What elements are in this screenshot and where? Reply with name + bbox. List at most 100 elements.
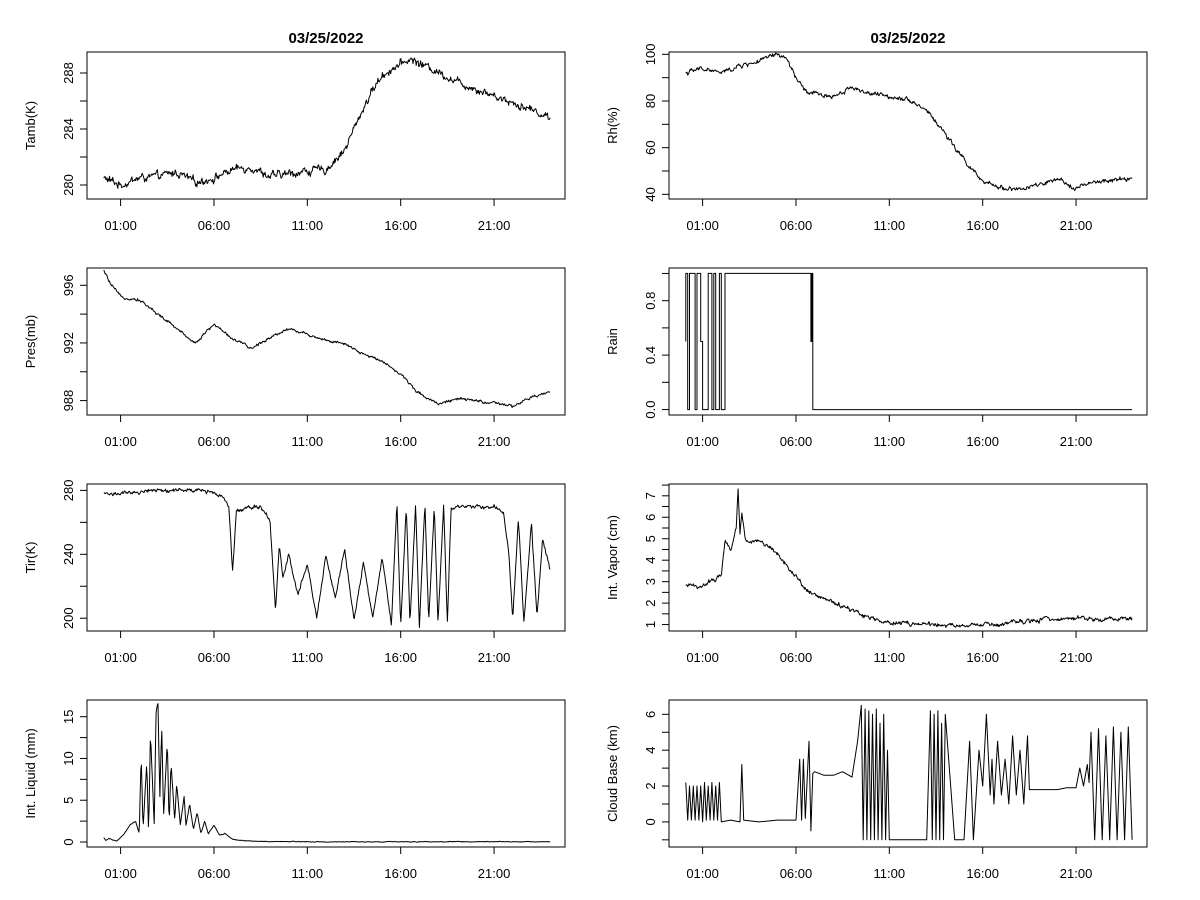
panel-2: Pres(mb) 01:00 06:00 11:00 16:00 21:00 988 992 9… bbox=[23, 267, 566, 449]
y-tick-label: 284 bbox=[61, 118, 76, 140]
y-tick-label: 80 bbox=[643, 94, 658, 108]
y-tick-label: 0.8 bbox=[643, 292, 658, 310]
y-axis-label: Pres(mb) bbox=[23, 315, 38, 368]
y-axis-label: Int. Liquid (mm) bbox=[23, 728, 38, 818]
y-tick-label: 280 bbox=[61, 174, 76, 196]
x-tick-label: 06:00 bbox=[198, 866, 231, 881]
y-tick-label: 996 bbox=[61, 274, 76, 296]
y-tick-label: 5 bbox=[61, 797, 76, 804]
x-tick-label: 06:00 bbox=[198, 650, 231, 665]
x-tick-label: 06:00 bbox=[780, 434, 813, 449]
y-tick-label: 2 bbox=[643, 782, 658, 789]
y-axis-label: Tamb(K) bbox=[23, 101, 38, 150]
y-tick-label: 0 bbox=[643, 818, 658, 825]
y-axis-label: Cloud Base (km) bbox=[605, 725, 620, 822]
x-tick-label: 21:00 bbox=[1060, 650, 1093, 665]
x-tick-label: 16:00 bbox=[966, 218, 999, 233]
x-tick-label: 16:00 bbox=[384, 650, 417, 665]
y-tick-label: 240 bbox=[61, 543, 76, 565]
y-axis-label: Rain bbox=[605, 328, 620, 355]
x-tick-label: 06:00 bbox=[198, 434, 231, 449]
x-tick-label: 01:00 bbox=[686, 218, 719, 233]
series-line bbox=[685, 52, 1133, 192]
x-tick-label: 06:00 bbox=[780, 218, 813, 233]
series-line bbox=[103, 703, 551, 843]
panel-6: Int. Liquid (mm) 01:00 06:00 11:00 16:00 21:0… bbox=[23, 699, 566, 881]
y-axis-label: Tir(K) bbox=[23, 541, 38, 573]
y-tick-label: 10 bbox=[61, 751, 76, 765]
series-line bbox=[685, 272, 1133, 411]
y-tick-label: 0 bbox=[61, 838, 76, 845]
y-tick-label: 6 bbox=[643, 711, 658, 718]
y-axis-label: Rh(%) bbox=[605, 107, 620, 144]
x-tick-label: 11:00 bbox=[874, 866, 906, 881]
panel-title: 03/25/2022 bbox=[870, 30, 945, 47]
plot-frame bbox=[668, 267, 1148, 416]
plot-frame bbox=[86, 699, 566, 848]
y-tick-label: 4 bbox=[643, 557, 658, 564]
x-tick-label: 21:00 bbox=[478, 650, 511, 665]
series-line bbox=[103, 57, 551, 189]
x-tick-label: 21:00 bbox=[478, 218, 511, 233]
x-tick-label: 01:00 bbox=[104, 866, 137, 881]
y-tick-label: 2 bbox=[643, 599, 658, 606]
x-tick-label: 11:00 bbox=[292, 218, 324, 233]
x-tick-label: 21:00 bbox=[1060, 866, 1093, 881]
x-tick-label: 01:00 bbox=[686, 866, 719, 881]
panel-5: Int. Vapor (cm) 01:00 06:00 11:00 16:00 21:00… bbox=[605, 483, 1148, 665]
y-tick-label: 200 bbox=[61, 607, 76, 629]
panel-title: 03/25/2022 bbox=[288, 30, 363, 47]
x-tick-label: 11:00 bbox=[874, 434, 906, 449]
plot-frame bbox=[86, 51, 566, 200]
x-tick-label: 06:00 bbox=[198, 218, 231, 233]
x-tick-label: 16:00 bbox=[384, 218, 417, 233]
plot-frame bbox=[86, 267, 566, 416]
x-tick-label: 11:00 bbox=[292, 650, 324, 665]
x-tick-label: 01:00 bbox=[686, 434, 719, 449]
panel-0: 03/25/2022 Tamb(K) 01:00 06:00 11:00 16:00 21:… bbox=[23, 30, 566, 233]
y-tick-label: 60 bbox=[643, 140, 658, 154]
x-tick-label: 16:00 bbox=[966, 650, 999, 665]
x-tick-label: 16:00 bbox=[384, 434, 417, 449]
y-tick-label: 280 bbox=[61, 480, 76, 502]
y-tick-label: 3 bbox=[643, 578, 658, 585]
y-axis-label: Int. Vapor (cm) bbox=[605, 515, 620, 600]
y-tick-label: 40 bbox=[643, 187, 658, 201]
y-tick-label: 988 bbox=[61, 390, 76, 412]
plot-frame bbox=[668, 483, 1148, 632]
x-tick-label: 11:00 bbox=[292, 434, 324, 449]
x-tick-label: 11:00 bbox=[874, 218, 906, 233]
plot-frame bbox=[668, 699, 1148, 848]
y-tick-label: 992 bbox=[61, 332, 76, 354]
series-line bbox=[685, 704, 1133, 841]
x-tick-label: 01:00 bbox=[104, 434, 137, 449]
x-tick-label: 01:00 bbox=[104, 218, 137, 233]
x-tick-label: 01:00 bbox=[686, 650, 719, 665]
x-tick-label: 11:00 bbox=[292, 866, 324, 881]
y-tick-label: 100 bbox=[643, 43, 658, 65]
plot-frame bbox=[86, 483, 566, 632]
panel-4: Tir(K) 01:00 06:00 11:00 16:00 21:00 200 240 280 bbox=[23, 480, 566, 665]
x-tick-label: 21:00 bbox=[1060, 434, 1093, 449]
series-line bbox=[685, 488, 1133, 629]
plot-frame bbox=[668, 51, 1148, 200]
y-tick-label: 6 bbox=[643, 514, 658, 521]
y-tick-label: 4 bbox=[643, 747, 658, 754]
x-tick-label: 21:00 bbox=[1060, 218, 1093, 233]
series-line bbox=[103, 269, 551, 408]
x-tick-label: 16:00 bbox=[966, 434, 999, 449]
x-tick-label: 16:00 bbox=[966, 866, 999, 881]
series-line bbox=[103, 488, 551, 628]
y-tick-label: 288 bbox=[61, 62, 76, 84]
x-tick-label: 11:00 bbox=[874, 650, 906, 665]
x-tick-label: 06:00 bbox=[780, 650, 813, 665]
y-tick-label: 7 bbox=[643, 492, 658, 499]
y-tick-label: 1 bbox=[643, 621, 658, 628]
y-tick-label: 5 bbox=[643, 535, 658, 542]
x-tick-label: 21:00 bbox=[478, 434, 511, 449]
y-tick-label: 0.0 bbox=[643, 401, 658, 419]
panel-3: Rain 01:00 06:00 11:00 16:00 21:00 0.0 0.4 0.8 bbox=[605, 267, 1148, 449]
x-tick-label: 16:00 bbox=[384, 866, 417, 881]
x-tick-label: 06:00 bbox=[780, 866, 813, 881]
